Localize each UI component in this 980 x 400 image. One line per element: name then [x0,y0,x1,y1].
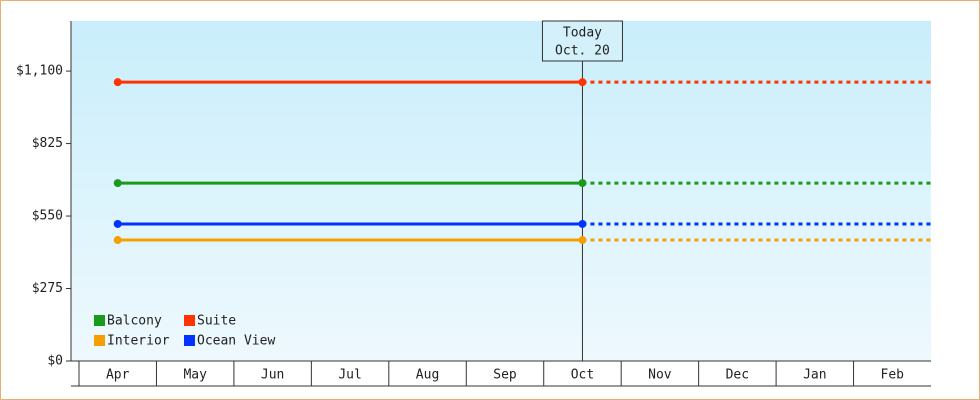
x-tick-label: Apr [106,368,130,383]
point [578,236,587,245]
today-box [541,20,623,62]
point [113,78,122,87]
y-tick-label: $825 [32,136,63,151]
point [578,78,587,87]
plot-area [71,21,931,361]
x-tick-label: May [183,368,207,383]
point [113,179,122,188]
y-tick-label: $0 [47,354,63,369]
point [578,179,587,188]
legend-swatch [184,315,195,326]
x-tick-label: Jan [803,368,826,383]
x-tick-label: Feb [881,368,905,383]
legend-swatch [94,315,105,326]
legend-label: Interior [107,334,170,349]
x-tick-label: Sep [493,368,517,383]
x-tick-label: Nov [648,368,672,383]
legend-swatch [94,335,105,346]
today-label: Oct. 20 [555,44,610,59]
x-tick-label: Aug [416,368,439,383]
y-tick-label: $1,100 [16,64,63,79]
today-label: Today [563,26,602,41]
point [113,219,122,228]
x-tick-label: Jun [261,368,284,383]
x-tick-label: Dec [726,368,749,383]
legend-swatch [184,335,195,346]
x-tick-label: Jul [338,368,361,383]
point [578,219,587,228]
y-tick-label: $275 [32,281,63,296]
legend-label: Ocean View [197,334,275,349]
x-tick-label: Oct [571,368,594,383]
legend-label: Suite [197,314,236,329]
legend-label: Balcony [107,314,162,329]
y-tick-label: $550 [32,209,63,224]
point [113,236,122,245]
